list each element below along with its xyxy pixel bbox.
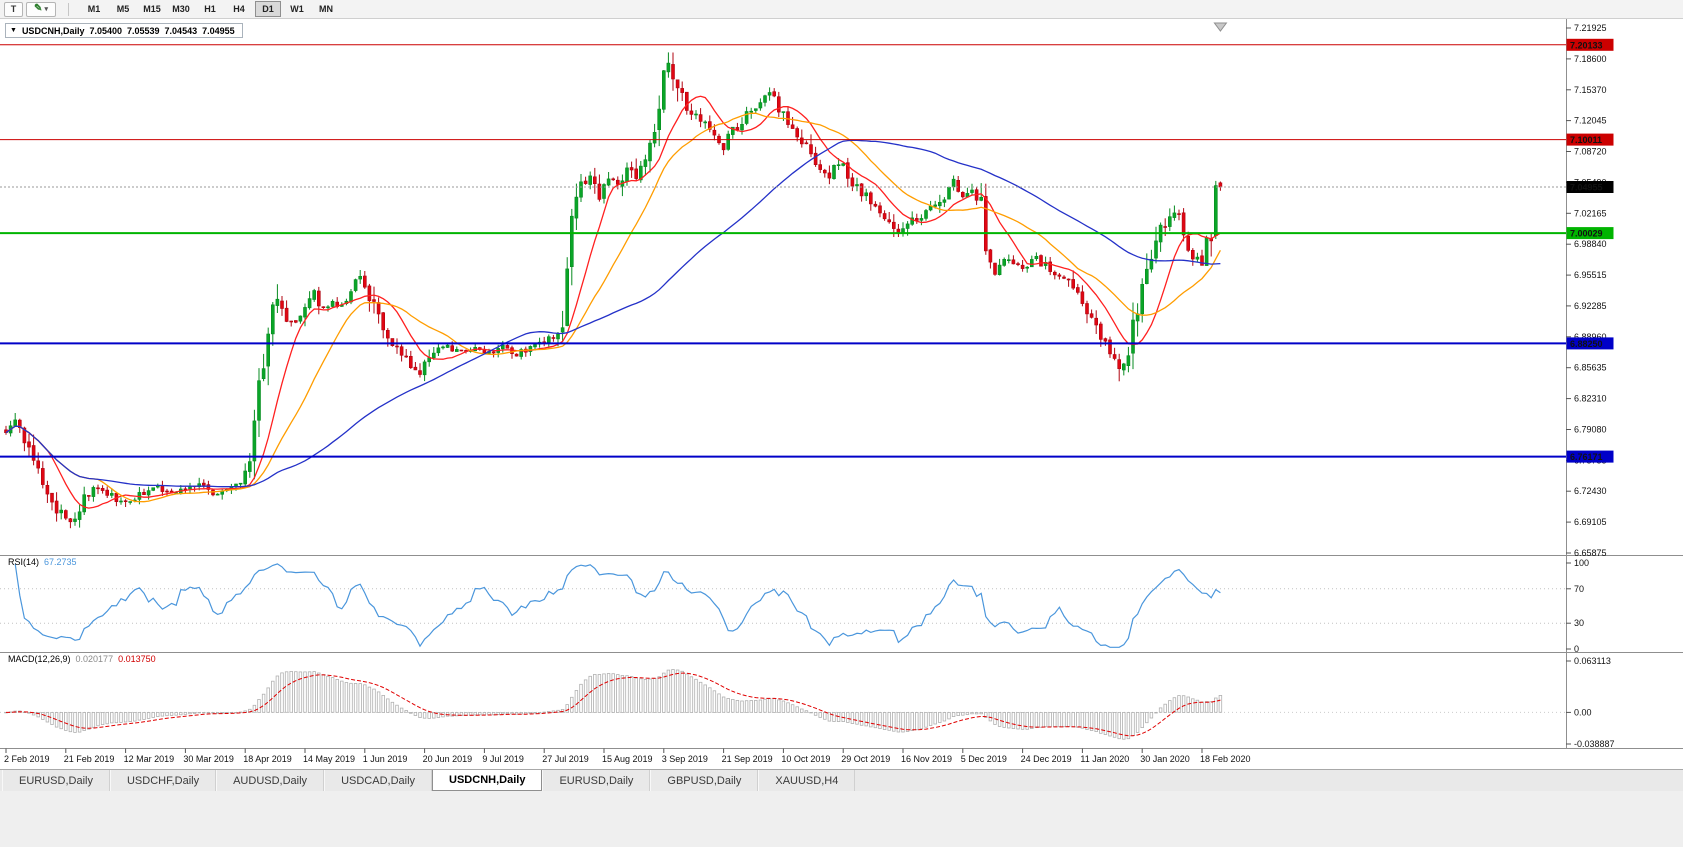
ohlc-open: 7.05400 (89, 25, 122, 36)
svg-text:7.04955: 7.04955 (1570, 183, 1603, 193)
svg-text:24 Dec 2019: 24 Dec 2019 (1021, 754, 1072, 764)
svg-text:6.65875: 6.65875 (1574, 548, 1607, 558)
svg-text:7.21925: 7.21925 (1574, 23, 1607, 33)
svg-text:7.08720: 7.08720 (1574, 147, 1607, 157)
svg-text:0: 0 (1574, 644, 1579, 654)
pencil-icon: ✎ (34, 3, 43, 14)
svg-text:2 Feb 2019: 2 Feb 2019 (4, 754, 50, 764)
svg-text:18 Feb 2020: 18 Feb 2020 (1200, 754, 1251, 764)
price-scale[interactable] (1566, 19, 1683, 748)
svg-text:5 Dec 2019: 5 Dec 2019 (961, 754, 1007, 764)
timeframe-m5-button[interactable]: M5 (110, 1, 136, 17)
rsi-indicator-label: RSI(14) 67.2735 (8, 557, 77, 567)
macd-main-value: 0.020177 (75, 654, 114, 664)
svg-text:18 Apr 2019: 18 Apr 2019 (243, 754, 292, 764)
svg-text:7.18600: 7.18600 (1574, 54, 1607, 64)
svg-text:7.02165: 7.02165 (1574, 208, 1607, 218)
chart-area: 7.21925 7.18600 7.15370 7.12045 7.08720 7.054… (0, 19, 1683, 769)
macd-name: MACD(12,26,9) (8, 654, 71, 664)
chevron-down-icon: ▾ (44, 6, 48, 13)
tab-audusd-daily[interactable]: AUDUSD,Daily (216, 770, 325, 791)
svg-text:-0.038887: -0.038887 (1574, 739, 1615, 749)
ohlc-info-box: ▼ USDCNH,Daily 7.05400 7.05539 7.04543 7… (5, 23, 243, 38)
timeframe-w1-button[interactable]: W1 (284, 1, 310, 17)
svg-text:12 Mar 2019: 12 Mar 2019 (124, 754, 175, 764)
svg-text:15 Aug 2019: 15 Aug 2019 (602, 754, 653, 764)
one-click-trading-expand-icon[interactable]: ▼ (10, 27, 17, 34)
timeframe-h1-button[interactable]: H1 (197, 1, 223, 17)
svg-text:6.95515: 6.95515 (1574, 270, 1607, 280)
draw-tool-button[interactable]: ✎ ▾ (26, 1, 56, 17)
toolbar: T ✎ ▾ M1 M5 M15 M30 H1 H4 D1 W1 MN (0, 0, 1683, 19)
macd-signal-value: 0.013750 (118, 654, 156, 664)
svg-text:30 Mar 2019: 30 Mar 2019 (183, 754, 234, 764)
timeframe-h4-button[interactable]: H4 (226, 1, 252, 17)
svg-text:6.98840: 6.98840 (1574, 239, 1607, 249)
tab-usdcad-daily[interactable]: USDCAD,Daily (324, 770, 433, 791)
rsi-name: RSI(14) (8, 557, 40, 567)
svg-text:6.85635: 6.85635 (1574, 363, 1607, 373)
timeframe-m30-button[interactable]: M30 (168, 1, 194, 17)
svg-text:21 Sep 2019: 21 Sep 2019 (722, 754, 773, 764)
tab-usdchf-daily[interactable]: USDCHF,Daily (109, 770, 217, 791)
ohlc-low: 7.04543 (164, 25, 198, 36)
svg-text:7.20133: 7.20133 (1570, 40, 1603, 50)
svg-text:7.10011: 7.10011 (1570, 135, 1602, 145)
tab-eurusd-daily-1[interactable]: EURUSD,Daily (2, 770, 110, 791)
toolbar-separator (68, 2, 69, 16)
svg-text:7.15370: 7.15370 (1574, 85, 1607, 95)
svg-text:6.92285: 6.92285 (1574, 301, 1607, 311)
svg-text:29 Oct 2019: 29 Oct 2019 (841, 754, 890, 764)
svg-text:6.79080: 6.79080 (1574, 425, 1607, 435)
svg-text:14 May 2019: 14 May 2019 (303, 754, 355, 764)
svg-text:10 Oct 2019: 10 Oct 2019 (781, 754, 830, 764)
rsi-value: 67.2735 (44, 557, 77, 567)
tab-gbpusd-daily[interactable]: GBPUSD,Daily (650, 770, 759, 791)
svg-text:3 Sep 2019: 3 Sep 2019 (662, 754, 708, 764)
bottom-strip (0, 791, 1683, 847)
text-tool-label: T (10, 4, 17, 14)
svg-text:100: 100 (1574, 558, 1589, 568)
tab-xauusd-h4[interactable]: XAUUSD,H4 (758, 770, 856, 791)
svg-text:70: 70 (1574, 584, 1584, 594)
svg-text:1 Jun 2019: 1 Jun 2019 (363, 754, 408, 764)
tab-usdcnh-daily[interactable]: USDCNH,Daily (432, 770, 543, 791)
text-tool-button[interactable]: T (4, 1, 23, 17)
svg-text:21 Feb 2019: 21 Feb 2019 (64, 754, 115, 764)
svg-text:6.69105: 6.69105 (1574, 517, 1607, 527)
chart-tab-bar: EURUSD,Daily USDCHF,Daily AUDUSD,Daily U… (0, 769, 1683, 791)
timeframe-d1-button[interactable]: D1 (255, 1, 281, 17)
svg-text:6.72430: 6.72430 (1574, 486, 1607, 496)
chart-symbol-label: USDCNH,Daily (21, 25, 85, 36)
svg-text:7.00029: 7.00029 (1570, 229, 1603, 239)
svg-text:0.063113: 0.063113 (1574, 656, 1611, 666)
svg-text:27 Jul 2019: 27 Jul 2019 (542, 754, 589, 764)
ohlc-close: 7.04955 (202, 25, 235, 36)
chart-canvas[interactable]: 7.21925 7.18600 7.15370 7.12045 7.08720 7.054… (0, 19, 1683, 769)
tab-eurusd-daily-2[interactable]: EURUSD,Daily (542, 770, 651, 791)
timeframe-m15-button[interactable]: M15 (139, 1, 165, 17)
svg-text:20 Jun 2019: 20 Jun 2019 (423, 754, 473, 764)
time-scale[interactable] (0, 748, 1566, 769)
svg-text:6.76171: 6.76171 (1570, 452, 1603, 462)
svg-text:30: 30 (1574, 618, 1584, 628)
timeframe-mn-button[interactable]: MN (313, 1, 339, 17)
ohlc-high: 7.05539 (127, 25, 160, 36)
svg-text:6.88250: 6.88250 (1570, 339, 1603, 349)
svg-text:7.12045: 7.12045 (1574, 116, 1607, 126)
svg-text:16 Nov 2019: 16 Nov 2019 (901, 754, 952, 764)
svg-text:6.82310: 6.82310 (1574, 394, 1607, 404)
svg-text:30 Jan 2020: 30 Jan 2020 (1140, 754, 1190, 764)
svg-text:9 Jul 2019: 9 Jul 2019 (482, 754, 524, 764)
timeframe-m1-button[interactable]: M1 (81, 1, 107, 17)
macd-indicator-label: MACD(12,26,9) 0.020177 0.013750 (8, 654, 156, 664)
svg-text:6.88960: 6.88960 (1574, 332, 1607, 342)
svg-text:0.00: 0.00 (1574, 707, 1592, 717)
svg-text:11 Jan 2020: 11 Jan 2020 (1080, 754, 1129, 764)
